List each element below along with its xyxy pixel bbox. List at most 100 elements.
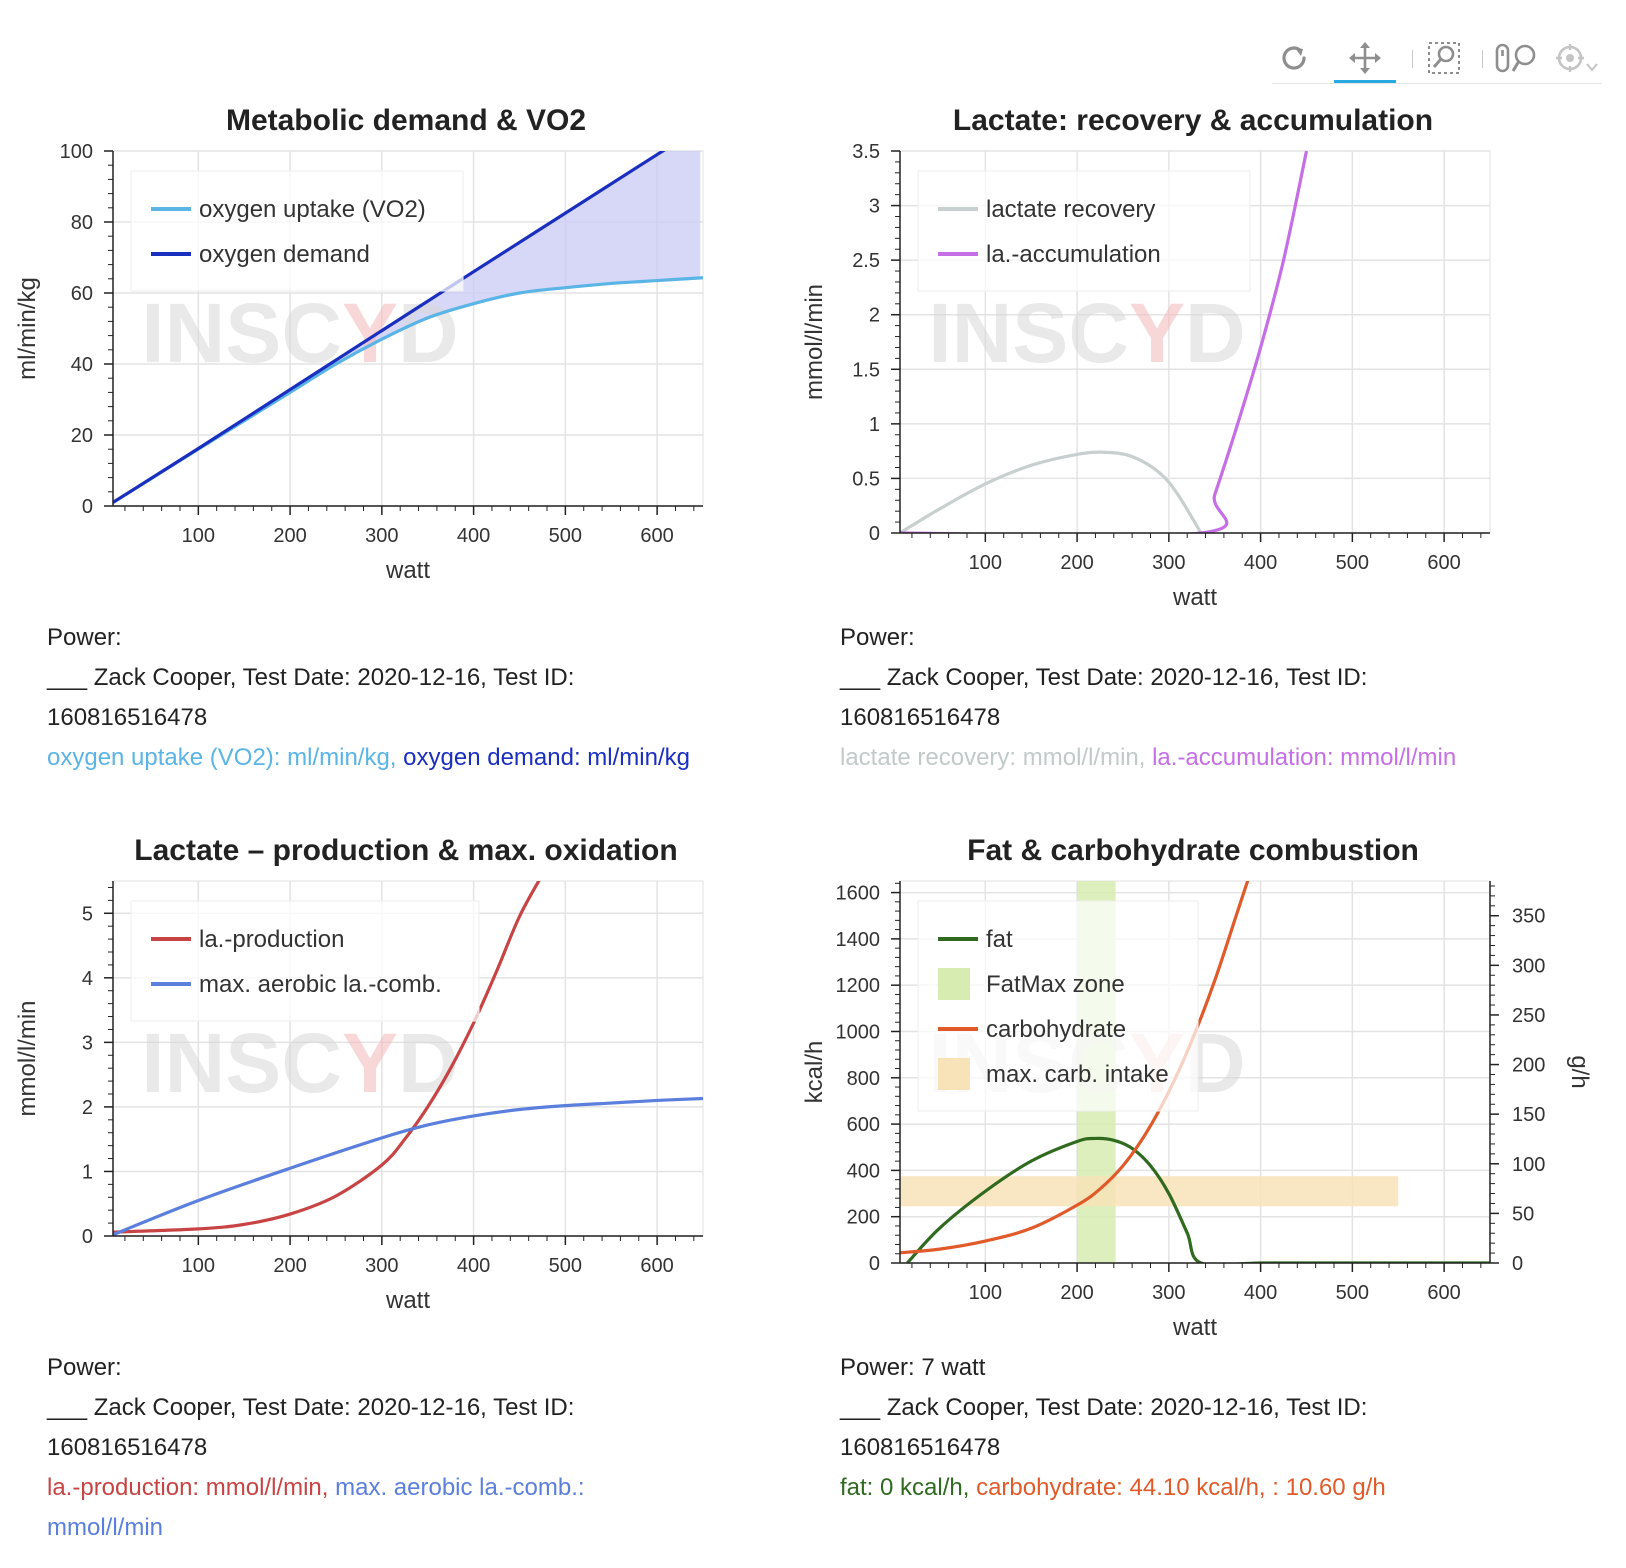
y-tick-label: 0	[869, 523, 880, 545]
y-tick-label: 1000	[836, 1021, 881, 1043]
y-axis-label: kcal/h	[801, 1041, 828, 1104]
series-readout: lactate recovery: mmol/l/min, la.-accumu…	[840, 738, 1600, 778]
right-tick-label: 200	[1512, 1055, 1545, 1077]
y-tick-label: 1600	[836, 883, 881, 905]
legend-label-carbohydrate: carbohydrate	[986, 1016, 1126, 1043]
y-tick-label: 20	[71, 425, 93, 447]
x-tick-label: 500	[1336, 552, 1369, 574]
x-tick-label: 500	[1336, 1282, 1369, 1304]
wheel-zoom-icon	[1495, 43, 1536, 73]
x-tick-label: 300	[1152, 552, 1185, 574]
y-tick-label: 800	[847, 1068, 880, 1090]
x-tick-label: 400	[1244, 1282, 1277, 1304]
y-tick-label: 200	[847, 1207, 880, 1229]
legend-box	[130, 900, 480, 1022]
lactate-recovery-chart[interactable]: Lactate: recovery & accumulationINSCYD10…	[801, 90, 1626, 611]
chart-legend: lactate recovery la.-accumulation	[917, 170, 1251, 292]
x-tick-label: 200	[1060, 1282, 1093, 1304]
y-tick-label: 2	[82, 1097, 93, 1119]
reset-tool[interactable]	[1272, 36, 1316, 80]
info-metabolic: Power: ___ Zack Cooper, Test Date: 2020-…	[47, 618, 707, 778]
y-tick-label: 3	[869, 196, 880, 218]
y-tick-label: 1400	[836, 929, 881, 951]
x-tick-label: 400	[457, 1255, 490, 1277]
plot-toolbar	[1272, 36, 1602, 84]
x-tick-label: 600	[640, 525, 673, 547]
toolbar-separator	[1482, 50, 1483, 68]
y-tick-label: 100	[60, 141, 93, 163]
series-line-max-aerobic-la-comb	[113, 1096, 703, 1236]
legend-label-max-aerobic-la-comb: max. aerobic la.-comb.	[199, 971, 442, 998]
box-zoom-icon	[1428, 42, 1460, 74]
x-axis-label: watt	[1172, 1314, 1217, 1341]
info-fat-carbohydrate: Power: 7 watt ___ Zack Cooper, Test Date…	[840, 1348, 1600, 1508]
x-tick-label: 100	[182, 1255, 215, 1277]
watermark-part: Y	[342, 1016, 398, 1110]
band-max-carb-intake	[900, 1176, 1399, 1207]
series-line-lactate-recovery	[900, 450, 1203, 533]
x-axis-label: watt	[385, 557, 430, 584]
x-tick-label: 200	[273, 1255, 306, 1277]
y-tick-label: 0	[869, 1253, 880, 1275]
right-tick-label: 0	[1512, 1253, 1523, 1275]
legend-label-la-production: la.-production	[199, 926, 344, 953]
series-readout: la.-production: mmol/l/min, max. aerobic…	[47, 1468, 707, 1548]
legend-label-fat: fat	[986, 926, 1013, 953]
legend-swatch-max-carb-intake	[938, 1058, 970, 1090]
x-tick-label: 300	[365, 1255, 398, 1277]
inscyd-watermark: INSCYD	[141, 1016, 458, 1110]
legend-label-la-accumulation: la.-accumulation	[986, 241, 1161, 268]
vo2-readout: oxygen uptake (VO2): ml/min/kg,	[47, 744, 397, 771]
y-tick-label: 80	[71, 212, 93, 234]
watermark-part: INSC	[928, 286, 1129, 380]
y-tick-label: 400	[847, 1160, 880, 1182]
y-axis-label: ml/min/kg	[14, 277, 41, 380]
pan-tool[interactable]	[1334, 36, 1396, 83]
lactate-production-chart[interactable]: Lactate – production & max. oxidation INS…	[0, 820, 813, 1340]
hover-tool[interactable]	[1552, 36, 1602, 80]
watermark-part: D	[1185, 286, 1246, 380]
power-readout: Power: 7 watt	[840, 1354, 986, 1381]
fat-carbohydrate-chart[interactable]: Fat & carbohydrate combustionINSCYD10020…	[801, 820, 1626, 1341]
series-line-carbohydrate	[900, 881, 1250, 1255]
watermark-part: INSC	[141, 1016, 342, 1110]
athlete-info: ___ Zack Cooper, Test Date: 2020-12-16, …	[47, 664, 575, 731]
y-tick-label: 3	[82, 1032, 93, 1054]
y-tick-label: 600	[847, 1114, 880, 1136]
y-tick-label: 5	[82, 903, 93, 925]
legend-label-max-carb-intake: max. carb. intake	[986, 1061, 1169, 1088]
right-tick-label: 300	[1512, 955, 1545, 977]
series-line-la-production	[113, 881, 541, 1234]
wheel-zoom-tool[interactable]	[1492, 36, 1542, 80]
info-lactate-production: Power: ___ Zack Cooper, Test Date: 2020-…	[47, 1348, 707, 1548]
y-tick-label: 1.5	[852, 359, 880, 381]
carbohydrate-readout: carbohydrate: 44.10 kcal/h, : 10.60 g/h	[976, 1474, 1386, 1501]
y-tick-label: 2.5	[852, 250, 880, 272]
box-zoom-tool[interactable]	[1422, 36, 1466, 80]
inscyd-watermark: INSCYD	[141, 286, 458, 380]
y-tick-label: 60	[71, 283, 93, 305]
y-tick-label: 3.5	[852, 141, 880, 163]
x-tick-label: 100	[969, 552, 1002, 574]
demand-readout: oxygen demand: ml/min/kg	[403, 744, 690, 771]
accumulation-readout: la.-accumulation: mmol/l/min	[1152, 744, 1457, 771]
x-tick-label: 100	[182, 525, 215, 547]
max-aerobic-readout: max. aerobic la.-comb.: mmol/l/min	[47, 1474, 585, 1541]
y-tick-label: 1200	[836, 975, 881, 997]
chart-legend: la.-production max. aerobic la.-comb.	[130, 900, 480, 1022]
chart-title: Fat & carbohydrate combustion	[967, 834, 1419, 867]
y-tick-label: 4	[82, 968, 93, 990]
series-line-oxygen-demand	[113, 151, 666, 504]
watermark-part: Y	[342, 286, 398, 380]
legend-label-lactate-recovery: lactate recovery	[986, 196, 1155, 223]
right-tick-label: 100	[1512, 1154, 1545, 1176]
y-tick-label: 2	[869, 305, 880, 327]
x-tick-label: 600	[640, 1255, 673, 1277]
fat-readout: fat: 0 kcal/h,	[840, 1474, 970, 1501]
legend-label-oxygen-demand: oxygen demand	[199, 241, 370, 268]
power-readout: Power:	[47, 624, 122, 651]
x-tick-label: 200	[1060, 552, 1093, 574]
y-tick-label: 40	[71, 354, 93, 376]
athlete-info: ___ Zack Cooper, Test Date: 2020-12-16, …	[840, 664, 1368, 731]
